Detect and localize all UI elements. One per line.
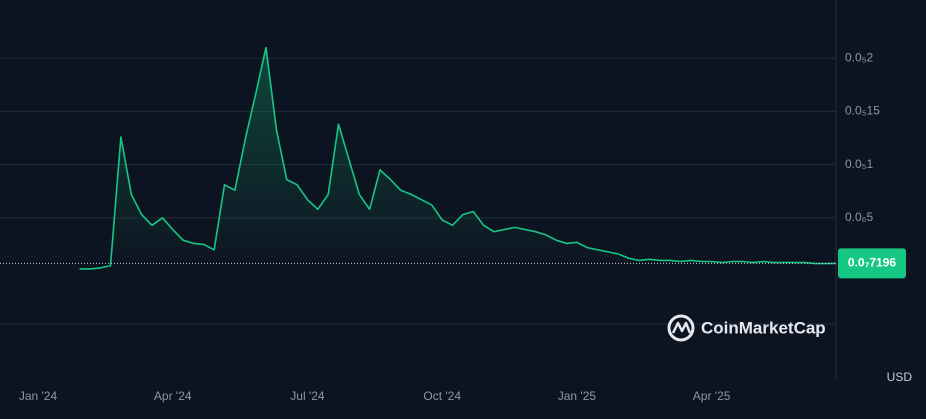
x-tick-label: Jan '24 (19, 389, 58, 403)
y-tick-label: 0.0₅1 (845, 157, 874, 171)
x-tick-label: Apr '24 (154, 389, 192, 403)
price-line (79, 46, 837, 270)
y-tick-label: 0.0₆5 (845, 210, 874, 224)
watermark-logo (667, 314, 695, 342)
area (79, 47, 836, 272)
y-tick-label: 0.0₅15 (845, 104, 880, 118)
current-price-label: 0.0₇7196 (848, 256, 897, 270)
x-tick-label: Oct '24 (423, 389, 461, 403)
x-tick-label: Jan '25 (558, 389, 597, 403)
x-tick-label: Jul '24 (290, 389, 325, 403)
current-price-badge (838, 248, 906, 279)
watermark: CoinMarketCap (701, 318, 826, 337)
y-tick-label: 0.0₅2 (845, 50, 874, 64)
currency-label: USD (887, 370, 913, 384)
x-tick-label: Apr '25 (693, 389, 731, 403)
